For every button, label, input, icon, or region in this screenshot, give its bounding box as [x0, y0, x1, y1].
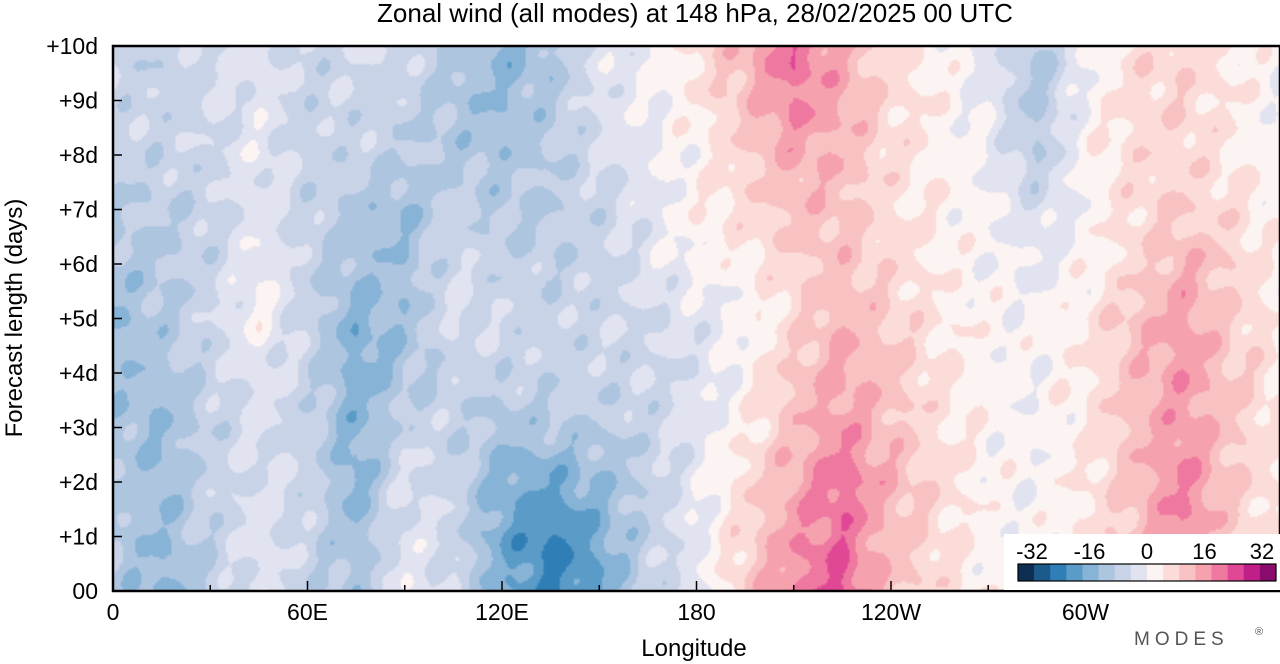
colorbar-swatch	[1098, 564, 1116, 581]
x-tick-label: 60W	[1062, 599, 1110, 625]
x-axis-title: Longitude	[641, 635, 746, 662]
colorbar-swatch	[1082, 564, 1099, 581]
colorbar-swatch	[1114, 564, 1132, 581]
brand-mark: ®	[1255, 626, 1263, 638]
y-tick-label: +7d	[59, 197, 98, 223]
colorbar: -32 -16 0 16 32	[1004, 534, 1280, 590]
x-axis: 0 60E 120E 180 120W 60W	[107, 581, 1184, 625]
heatmap-field	[113, 46, 1280, 591]
y-tick-label: +10d	[46, 33, 98, 59]
y-tick-label: +9d	[59, 88, 98, 114]
colorbar-frame	[1017, 563, 1277, 582]
colorbar-label: 16	[1192, 539, 1216, 564]
colorbar-swatch	[1243, 564, 1261, 581]
x-tick-label: 120E	[475, 599, 529, 625]
colorbar-swatch	[1179, 564, 1196, 581]
colorbar-swatch	[1227, 564, 1245, 581]
colorbar-swatch	[1018, 564, 1035, 581]
colorbar-swatch	[1163, 564, 1180, 581]
x-tick-label: 180	[677, 599, 715, 625]
y-tick-label: +8d	[59, 142, 98, 168]
colorbar-swatch	[1050, 564, 1067, 581]
colorbar-swatch	[1195, 564, 1212, 581]
y-tick-label: +5d	[59, 306, 98, 332]
colorbar-label: -16	[1074, 539, 1106, 564]
colorbar-label: -32	[1016, 539, 1048, 564]
y-tick-label: +1d	[59, 524, 98, 550]
chart-title: Zonal wind (all modes) at 148 hPa, 28/02…	[377, 0, 1013, 28]
plot-area	[111, 44, 1280, 593]
colorbar-swatch	[1147, 564, 1164, 581]
y-tick-label: +4d	[59, 360, 98, 386]
colorbar-swatch	[1130, 564, 1148, 581]
colorbar-swatch	[1259, 564, 1277, 581]
y-tick-label: 00	[72, 578, 98, 604]
x-tick-label: 120W	[861, 599, 921, 625]
colorbar-swatch	[1211, 564, 1228, 581]
colorbar-label: 0	[1141, 539, 1153, 564]
y-tick-label: +3d	[59, 415, 98, 441]
colorbar-swatch	[1034, 564, 1051, 581]
y-tick-label: +6d	[59, 251, 98, 277]
colorbar-swatch	[1066, 564, 1083, 581]
x-tick-label: 0	[107, 599, 120, 625]
x-tick-label: 60E	[287, 599, 328, 625]
y-tick-label: +2d	[59, 469, 98, 495]
brand-label: MODES	[1134, 629, 1229, 650]
brand-logo: MODES ®	[1134, 626, 1263, 650]
y-axis-title: Forecast length (days)	[1, 199, 28, 438]
colorbar-label: 32	[1250, 539, 1274, 564]
y-axis: 00 +1d +2d +3d +4d +5d +6d +7d +8d +9d +10d	[46, 33, 122, 604]
